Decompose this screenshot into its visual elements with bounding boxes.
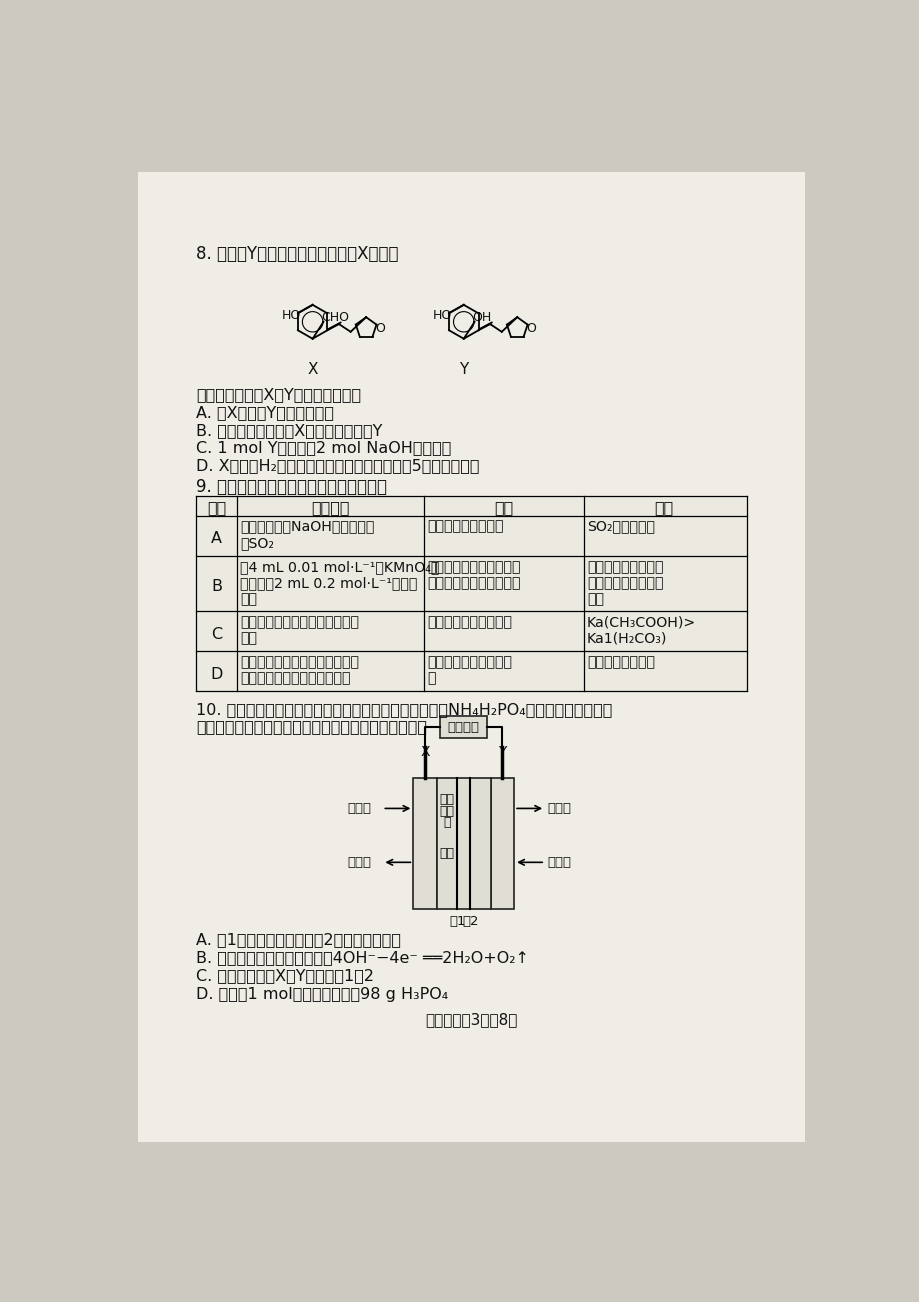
Text: X: X — [307, 362, 318, 376]
Text: 向4 mL 0.01 mol·L⁻¹的KMnO₄溶
液中加入2 mL 0.2 mol·L⁻¹的草酸
溶液: 向4 mL 0.01 mol·L⁻¹的KMnO₄溶 液中加入2 mL 0.2 m… — [240, 560, 439, 607]
Text: HO: HO — [281, 309, 301, 322]
Text: 稀磷酸: 稀磷酸 — [547, 857, 571, 870]
Text: A. 由X转化为Y发生取代反应: A. 由X转化为Y发生取代反应 — [196, 405, 334, 421]
Text: D: D — [210, 667, 222, 682]
Text: B. 用银氨溶液可检验X是否完全转化为Y: B. 用银氨溶液可检验X是否完全转化为Y — [196, 423, 382, 437]
Text: 实验操作: 实验操作 — [311, 500, 349, 514]
Text: 结论: 结论 — [653, 500, 673, 514]
Text: 该反应为放热反应，
温度升高，反应速率
加快: 该反应为放热反应， 温度升高，反应速率 加快 — [586, 560, 663, 607]
Text: C. 1 mol Y最多可与2 mol NaOH发生反应: C. 1 mol Y最多可与2 mol NaOH发生反应 — [196, 440, 451, 456]
Text: B: B — [211, 579, 222, 594]
Text: 下列有关化合物X、Y的说法正确的是: 下列有关化合物X、Y的说法正确的是 — [196, 387, 361, 402]
Text: 光伏电池: 光伏电池 — [448, 720, 479, 733]
Text: OH: OH — [471, 311, 491, 324]
Text: 大理石溶解并产生气体: 大理石溶解并产生气体 — [426, 615, 512, 629]
Text: CHO: CHO — [321, 311, 349, 324]
Text: A. 膜1为阴离子交换膜，膜2为阳离子交换膜: A. 膜1为阴离子交换膜，膜2为阳离子交换膜 — [196, 932, 401, 947]
Text: 磷酸: 磷酸 — [439, 793, 454, 806]
Text: 浓氨水: 浓氨水 — [347, 802, 371, 815]
Text: O: O — [526, 322, 536, 335]
Text: SO₂将酚酞漂白: SO₂将酚酞漂白 — [586, 519, 654, 534]
Text: C. 相同条件下，X、Y体积比为1：2: C. 相同条件下，X、Y体积比为1：2 — [196, 969, 374, 983]
Text: 将大理石投入一定浓度的醋酸溶
液中: 将大理石投入一定浓度的醋酸溶 液中 — [240, 615, 358, 646]
Text: D. X与足量H₂发生反应后，生成的分子中含有5个手性碳原子: D. X与足量H₂发生反应后，生成的分子中含有5个手性碳原子 — [196, 458, 480, 473]
Bar — [491, 777, 514, 909]
Text: 向滴有酚酞的NaOH稀溶液中通
入SO₂: 向滴有酚酞的NaOH稀溶液中通 入SO₂ — [240, 519, 374, 549]
Text: 二氢: 二氢 — [439, 805, 454, 818]
Text: C: C — [211, 626, 222, 642]
Text: Y: Y — [498, 745, 506, 759]
Text: 膜1: 膜1 — [448, 915, 465, 928]
Bar — [437, 777, 491, 909]
Text: 铵: 铵 — [443, 816, 450, 829]
Text: Ka(CH₃COOH)>
Ka1(H₂CO₃): Ka(CH₃COOH)> Ka1(H₂CO₃) — [586, 615, 695, 646]
Text: 选项: 选项 — [207, 500, 226, 514]
Text: B. 左侧电极上的电极反应式为4OH⁻−4e⁻ ══2H₂O+O₂↑: B. 左侧电极上的电极反应式为4OH⁻−4e⁻ ══2H₂O+O₂↑ — [196, 950, 528, 965]
Text: 膜2: 膜2 — [461, 915, 478, 928]
Text: HO: HO — [432, 309, 451, 322]
Bar — [413, 777, 437, 909]
Text: 浓磷酸: 浓磷酸 — [547, 802, 571, 815]
Text: 稀氨水: 稀氨水 — [347, 857, 371, 870]
Text: 工产品氨水和磷酸。装置如图所示。下列说法正确的是: 工产品氨水和磷酸。装置如图所示。下列说法正确的是 — [196, 719, 427, 734]
Text: 金属铝的熔点较低: 金属铝的熔点较低 — [586, 655, 654, 669]
Text: 用坩埚钳夹住一小块用砂纸仔细
打磨过的铝箔在酒精灯上加热: 用坩埚钳夹住一小块用砂纸仔细 打磨过的铝箔在酒精灯上加热 — [240, 655, 358, 685]
Bar — [440, 716, 486, 738]
Text: 熔化后的液态铝滴落下
来: 熔化后的液态铝滴落下 来 — [426, 655, 512, 685]
Text: 10. 某小组拟采用电化学渗析法处理含大量磷酸二氢铵（NH₄H₂PO₄）的废水，并提取化: 10. 某小组拟采用电化学渗析法处理含大量磷酸二氢铵（NH₄H₂PO₄）的废水，… — [196, 702, 612, 717]
Text: D. 每转移1 mol电子理论上生成98 g H₃PO₄: D. 每转移1 mol电子理论上生成98 g H₃PO₄ — [196, 987, 448, 1003]
Text: X: X — [420, 745, 429, 759]
Text: Y: Y — [459, 362, 468, 376]
Text: 溶液由红色变为无色: 溶液由红色变为无色 — [426, 519, 504, 534]
Bar — [196, 496, 746, 691]
Text: A: A — [211, 531, 222, 547]
Text: O: O — [375, 322, 385, 335]
Text: 9. 下列实验操作、现象及结论均正确的是: 9. 下列实验操作、现象及结论均正确的是 — [196, 478, 387, 496]
Text: 现象: 现象 — [494, 500, 513, 514]
Text: 废水: 废水 — [439, 846, 454, 859]
Text: 8. 化合物Y是一种常用药物，可由X制得。: 8. 化合物Y是一种常用药物，可由X制得。 — [196, 245, 399, 263]
Text: 化学试卷第3页共8页: 化学试卷第3页共8页 — [425, 1013, 517, 1027]
Text: 开始时，无明显变化，一
段时间后，溶液迅速褪色: 开始时，无明显变化，一 段时间后，溶液迅速褪色 — [426, 560, 520, 590]
